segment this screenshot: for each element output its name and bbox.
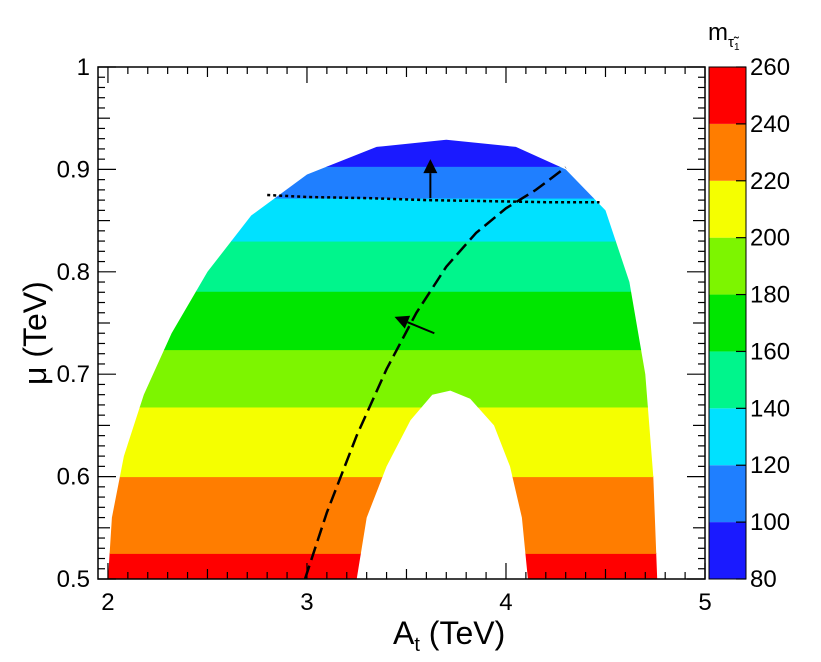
y-tick-label-2: 0.7 <box>57 361 90 388</box>
colorbar-band-5 <box>709 237 746 295</box>
colorbar-tick-label-4: 160 <box>750 338 790 365</box>
colorbar-tick-label-3: 140 <box>750 395 790 422</box>
axes: 2 3 4 5 0.5 0.6 0.7 0.8 0.9 1 <box>57 54 712 616</box>
mass-band-7 <box>108 165 658 199</box>
y-tick-label-1: 0.6 <box>57 464 90 491</box>
dotted-line-arrow <box>423 159 438 199</box>
colorbar-tick-label-7: 220 <box>750 168 790 195</box>
colorbar-tick-label-2: 120 <box>750 452 790 479</box>
colorbar-tick-label-1: 100 <box>750 509 790 536</box>
colorbar-band-2 <box>709 408 746 466</box>
colorbar-band-3 <box>709 351 746 409</box>
colorbar-band-0 <box>709 522 746 579</box>
colorbar-frame <box>708 66 747 580</box>
colorbar-tick-label-9: 260 <box>750 54 790 81</box>
y-tick-label-4: 0.9 <box>57 156 90 183</box>
colorbar-tick-label-6: 200 <box>750 225 790 252</box>
mass-band-0 <box>108 552 658 579</box>
allowed-region <box>108 139 658 579</box>
x-tick-label-3: 5 <box>698 589 711 616</box>
colorbar-tick-label-5: 180 <box>750 282 790 309</box>
colorbar: 80 100 120 140 160 180 200 220 240 260 <box>708 54 790 593</box>
colorbar-band-8 <box>709 67 746 124</box>
dotted-constraint-line <box>267 193 600 204</box>
colorbar-title: mτ̃1 <box>708 19 740 53</box>
y-tick-label-0: 0.5 <box>57 566 90 593</box>
constraint-lines <box>267 159 600 579</box>
y-tick-label-5: 1 <box>77 54 90 81</box>
y-tick-label-3: 0.8 <box>57 259 90 286</box>
mass-band-4 <box>108 290 658 351</box>
mass-band-6 <box>108 197 658 242</box>
dashed-line-arrow <box>394 315 435 335</box>
x-tick-label-2: 4 <box>499 589 512 616</box>
colorbar-band-1 <box>709 465 746 523</box>
mass-band-1 <box>108 476 658 554</box>
x-tick-label-1: 3 <box>300 589 313 616</box>
colorbar-band-4 <box>709 294 746 352</box>
mass-band-5 <box>108 240 658 292</box>
mass-band-8 <box>108 139 658 167</box>
x-axis-title: At (TeV) <box>393 615 505 656</box>
x-tick-label-0: 2 <box>101 589 114 616</box>
colorbar-tick-label-8: 240 <box>750 111 790 138</box>
colorbar-band-6 <box>709 180 746 238</box>
mass-band-3 <box>108 349 658 408</box>
dashed-constraint-line <box>303 166 567 579</box>
mass-band-2 <box>108 406 658 478</box>
colorbar-tick-label-0: 80 <box>750 566 777 593</box>
colorbar-band-7 <box>709 123 746 181</box>
y-axis-title: μ (TeV) <box>17 281 53 385</box>
